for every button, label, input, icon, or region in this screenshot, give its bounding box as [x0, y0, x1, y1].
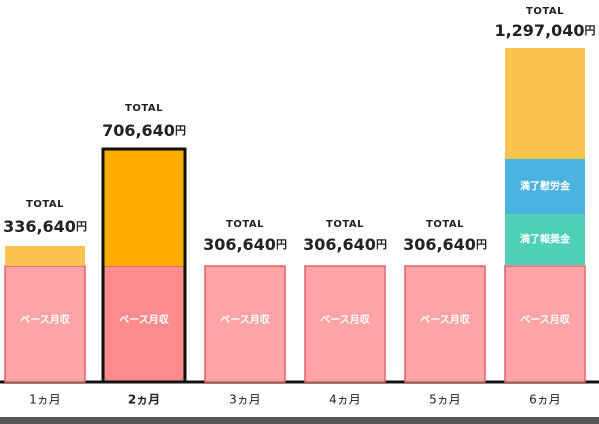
bar-segment [5, 246, 85, 266]
total-value: 306,640円 [303, 235, 387, 254]
total-unit: 円 [476, 238, 487, 251]
total-unit: 円 [276, 238, 287, 251]
total-number: 336,640 [3, 217, 76, 236]
total-caption: TOTAL [326, 219, 364, 230]
total-caption: TOTAL [526, 6, 564, 17]
segment-label: ベース月収 [320, 314, 370, 326]
total-caption: TOTAL [226, 219, 264, 230]
segment-label: ベース月収 [520, 314, 570, 326]
month-label: 6ヵ月 [529, 393, 561, 407]
total-unit: 円 [376, 238, 387, 251]
month-label: 5ヵ月 [429, 393, 461, 407]
total-number: 1,297,040 [494, 21, 584, 40]
segment-label: ベース月収 [119, 314, 169, 326]
bar-segment [404, 265, 486, 383]
total-number: 706,640 [102, 121, 175, 140]
total-unit: 円 [175, 124, 186, 137]
total-number: 306,640 [303, 235, 376, 254]
bar-segment [505, 214, 585, 265]
bar-segment [4, 265, 86, 383]
month-label: 4ヵ月 [329, 393, 361, 407]
bar-segment [304, 265, 386, 383]
total-value: 1,297,040円 [494, 21, 595, 40]
bar-segment [505, 159, 585, 214]
total-unit: 円 [76, 220, 87, 233]
bar-segment [103, 265, 185, 383]
segment-label: ベース月収 [420, 314, 470, 326]
total-caption: TOTAL [26, 199, 64, 210]
footer-bar [0, 417, 599, 424]
total-value: 306,640円 [203, 235, 287, 254]
segment-label: 満了慰労金 [520, 180, 571, 193]
month-label: 3ヵ月 [229, 393, 261, 407]
bar-segment [504, 265, 586, 383]
total-number: 306,640 [403, 235, 476, 254]
month-label: 1ヵ月 [29, 393, 61, 407]
bar-segment [104, 149, 184, 266]
total-number: 306,640 [203, 235, 276, 254]
total-value: 706,640円 [102, 121, 186, 140]
total-value: 306,640円 [403, 235, 487, 254]
selected-outline [101, 147, 187, 384]
segment-label: ベース月収 [20, 314, 70, 326]
segment-label: ベース月収 [220, 314, 270, 326]
total-value: 336,640円 [3, 217, 87, 236]
bar-segment [505, 48, 585, 159]
total-caption: TOTAL [125, 103, 163, 114]
bar-segment [204, 265, 286, 383]
total-caption: TOTAL [426, 219, 464, 230]
segment-label: 満了報奨金 [520, 233, 571, 246]
total-unit: 円 [585, 24, 596, 37]
month-label: 2ヵ月 [128, 393, 160, 407]
